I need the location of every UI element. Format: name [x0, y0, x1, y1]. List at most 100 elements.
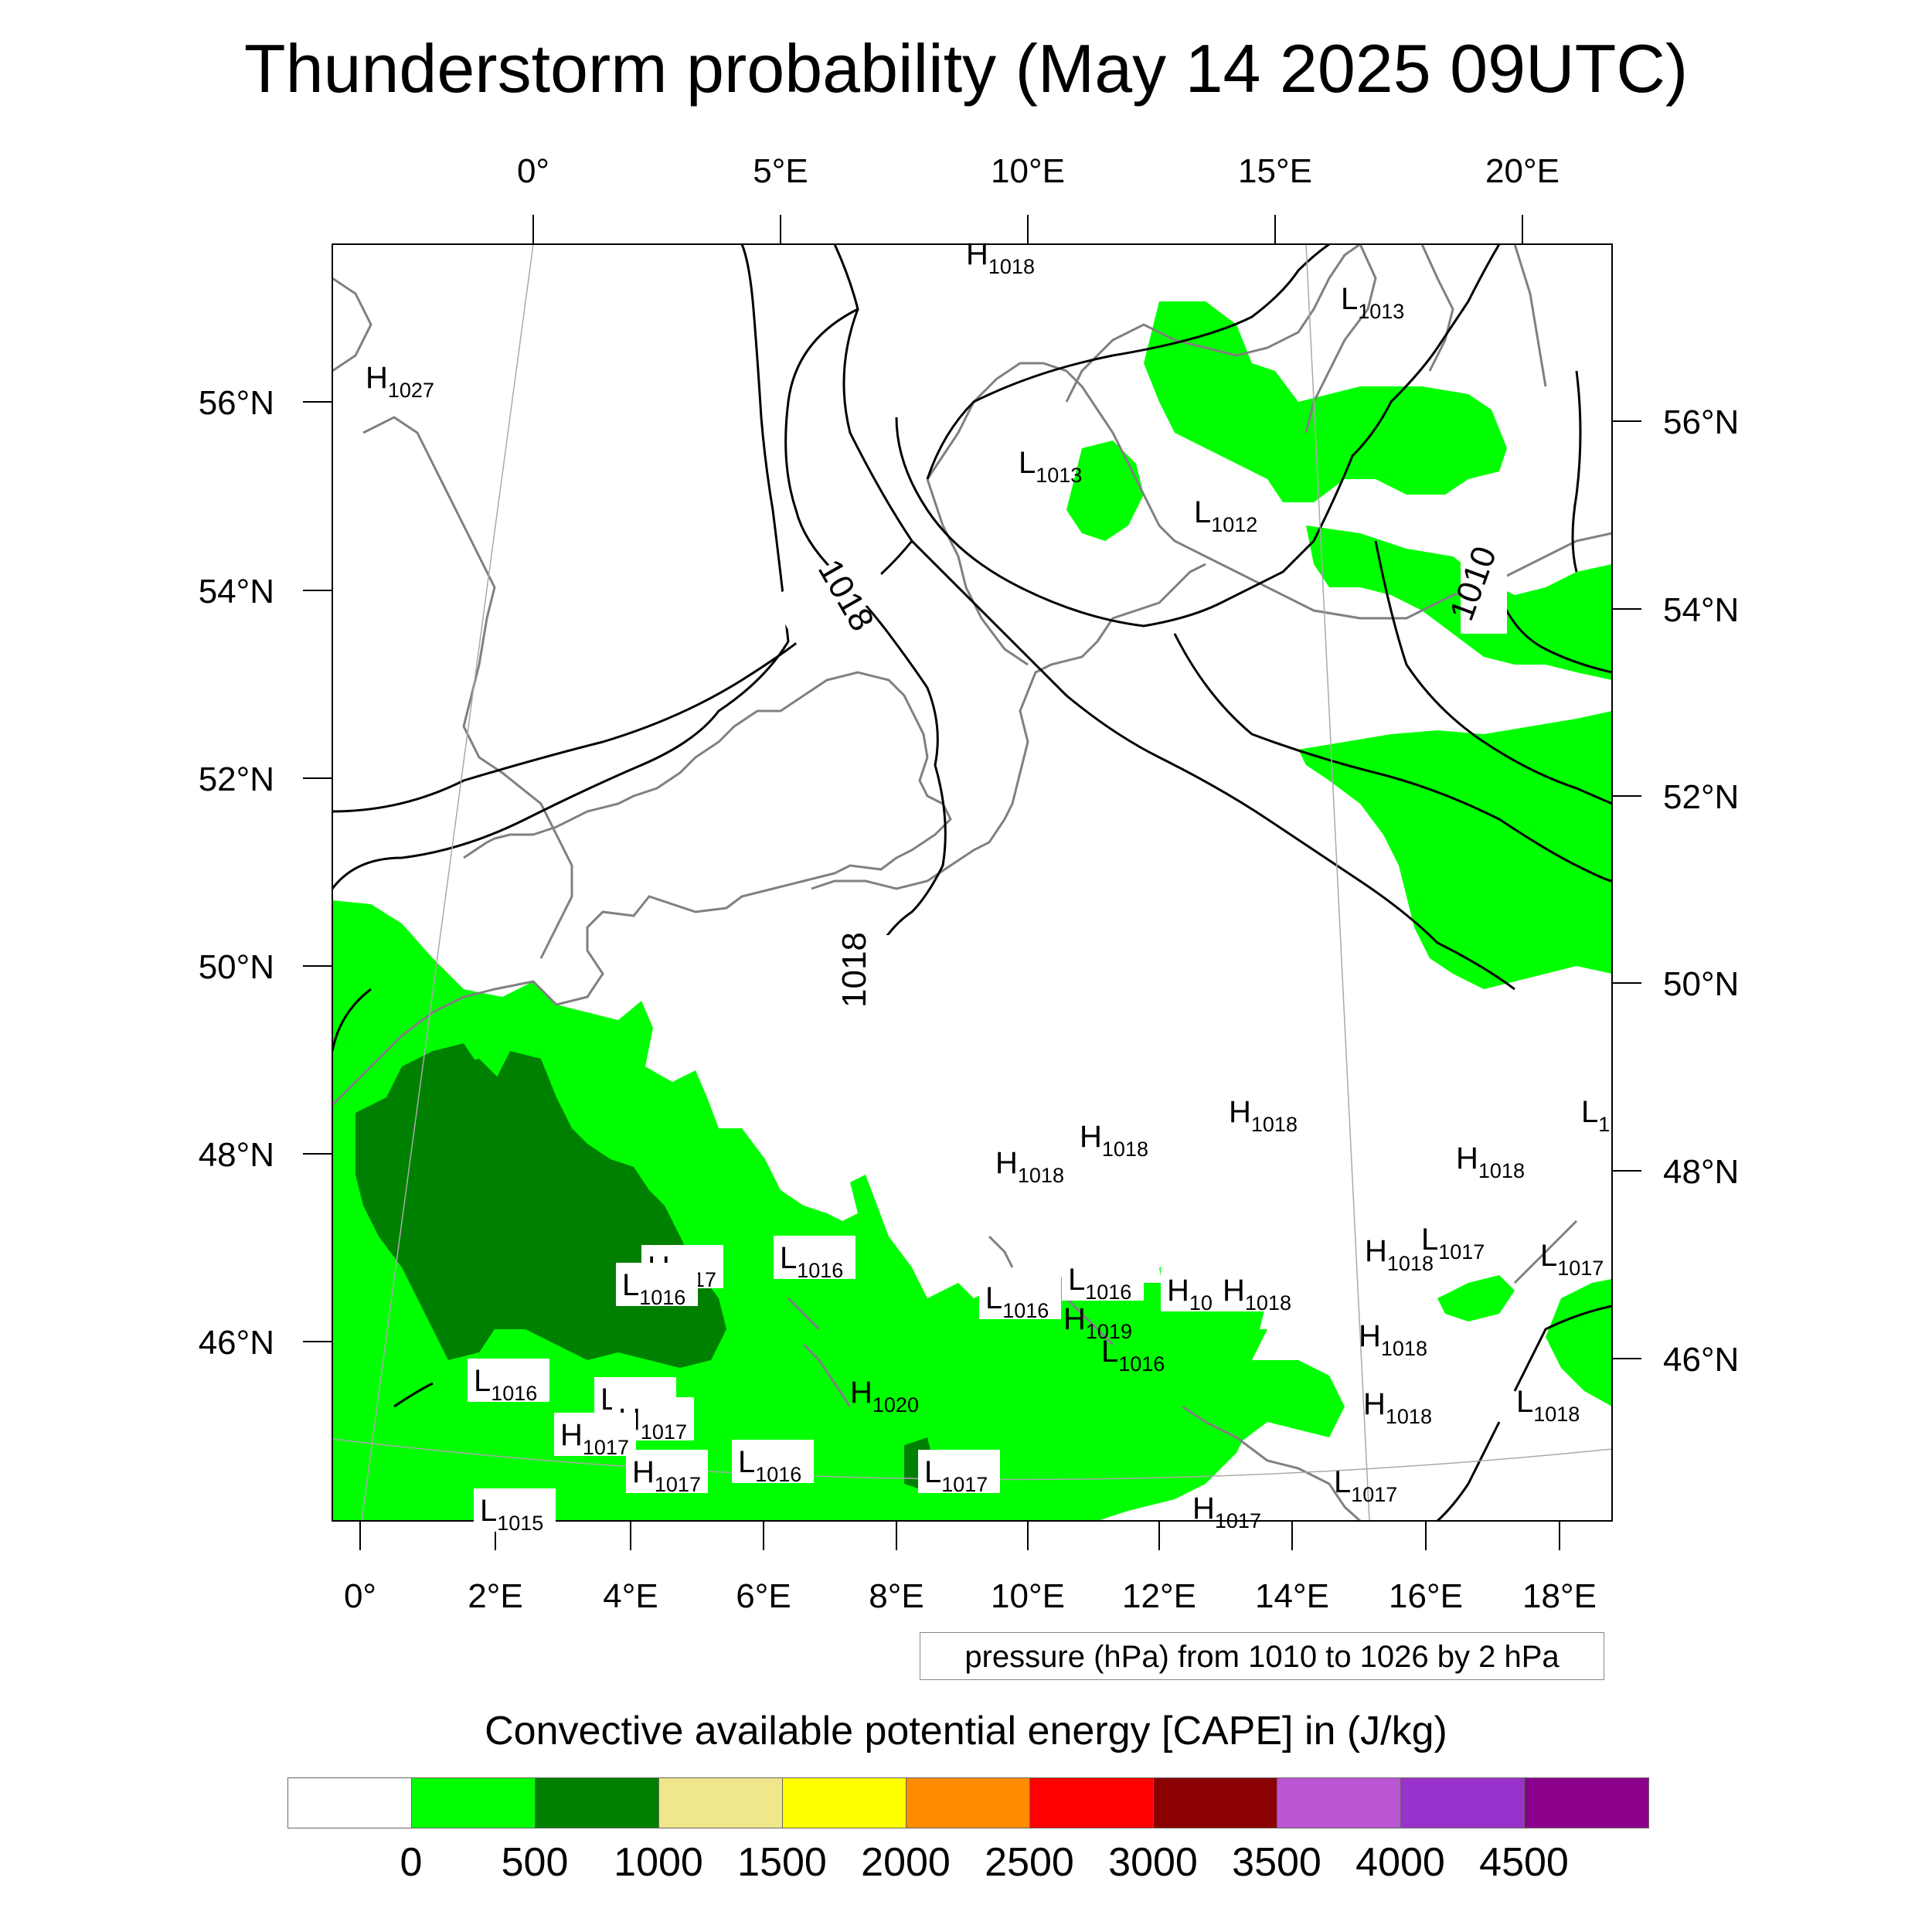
pressure-system-text: L1015 [480, 1494, 543, 1535]
label-background [468, 1359, 549, 1402]
bottom-lon-label: 18°E [1522, 1577, 1597, 1615]
isobar-labels: 1018 1018 1010 [770, 542, 1507, 1028]
colorbar-segment [1525, 1778, 1648, 1828]
left-lat-label: 56°N [199, 384, 274, 422]
low-pressure-label: L1016 [1101, 1335, 1165, 1376]
colorbar-title: Convective available potential energy [C… [485, 1709, 1447, 1753]
high-pressure-label: H1018 [966, 237, 1035, 278]
axis-ticks [303, 215, 1641, 1550]
cape-colorbar [287, 1777, 1649, 1828]
pressure-system-text: H1027 [366, 361, 434, 402]
pressure-system-text: H1018 [966, 237, 1035, 278]
pressure-system-text: H1017 [560, 1418, 629, 1459]
colorbar-tick-label: 1500 [737, 1840, 827, 1885]
pressure-system-text: L1016 [1068, 1263, 1131, 1304]
map-title: Thunderstorm probability (May 14 2025 09… [243, 30, 1689, 107]
pressure-system-text: H1018 [1365, 1234, 1434, 1275]
label-background [918, 1450, 1000, 1493]
low-pressure-label: L1016 [979, 1276, 1061, 1322]
pressure-system-text: L1016 [985, 1281, 1049, 1322]
right-lat-label: 46°N [1663, 1341, 1739, 1379]
colorbar-tick-label: 3500 [1232, 1840, 1321, 1885]
high-pressure-label: H1018 [1365, 1234, 1434, 1275]
left-lat-label: 46°N [199, 1324, 274, 1362]
label-background [626, 1450, 708, 1493]
pressure-system-text: H1017 [632, 1455, 701, 1496]
pressure-system-text: H1018 [1080, 1120, 1148, 1161]
label-background [616, 1263, 698, 1306]
pressure-system-text: L1017 [1334, 1465, 1397, 1506]
pressure-system-text: H1017 [1192, 1492, 1261, 1532]
high-pressure-label: H1018 [1080, 1120, 1148, 1161]
low-pressure-label: L1017 [918, 1450, 1000, 1496]
bottom-lon-label: 0° [344, 1577, 376, 1615]
high-pressure-label: H1019 [1063, 1302, 1132, 1343]
pressure-system-text: L1018 [1516, 1385, 1580, 1426]
label-background [979, 1276, 1061, 1319]
colorbar-segment [1030, 1778, 1154, 1828]
pressure-system-text: L1017 [1540, 1239, 1604, 1280]
right-lat-label: 56°N [1663, 403, 1739, 441]
colorbar-tick-label: 3000 [1108, 1840, 1198, 1885]
high-pressure-label: H1017 [626, 1450, 708, 1496]
high-pressure-label: H1018 [1216, 1268, 1298, 1315]
pressure-system-text: L1016 [780, 1241, 843, 1282]
right-lat-label: 48°N [1663, 1153, 1739, 1191]
right-lat-label: 52°N [1663, 778, 1739, 816]
low-pressure-label: L1 [1581, 1095, 1610, 1136]
cape-light-green-areas [332, 301, 1612, 1521]
bottom-lon-label: 10°E [991, 1577, 1065, 1615]
label-background [1216, 1268, 1298, 1311]
high-pressure-label: H1018 [1456, 1141, 1525, 1182]
label-background [554, 1413, 636, 1456]
colorbar-segment [288, 1778, 412, 1828]
top-lon-label: 5°E [753, 152, 808, 190]
right-lat-label: 54°N [1663, 591, 1739, 629]
top-lon-label: 0° [517, 152, 549, 190]
colorbar-segment [1277, 1778, 1401, 1828]
label-background [474, 1488, 556, 1532]
label-background [1062, 1257, 1144, 1301]
colorbar-segment [906, 1778, 1030, 1828]
colorbar-tick-label: 4500 [1479, 1840, 1569, 1885]
colorbar-tick-label: 500 [501, 1840, 569, 1885]
high-pressure-label: H1027 [366, 361, 434, 402]
isobar-lines [332, 244, 1612, 1521]
low-pressure-label: L1016 [1062, 1257, 1144, 1304]
top-lon-label: 20°E [1485, 152, 1560, 190]
colorbar-tick-label: 0 [400, 1840, 423, 1885]
pressure-system-text: H1018 [1223, 1274, 1291, 1315]
pressure-system-text: H1018 [1359, 1319, 1427, 1360]
left-lat-label: 50°N [199, 948, 274, 986]
pressure-info-box: pressure (hPa) from 1010 to 1026 by 2 hP… [920, 1632, 1604, 1680]
high-pressure-label: H1020 [850, 1376, 919, 1417]
low-pressure-label: L1013 [1341, 282, 1404, 323]
colorbar-tick-label: 1000 [614, 1840, 703, 1885]
colorbar-segment [412, 1778, 536, 1828]
colorbar-tick-labels: 0 500 1000 1500 2000 2500 3000 3500 4000 4500 [0, 1839, 1932, 1886]
pressure-system-text: L1016 [1101, 1335, 1165, 1376]
low-pressure-label: L1012 [1194, 495, 1257, 536]
low-pressure-label: L1017 [1421, 1223, 1485, 1264]
bottom-lon-label: 14°E [1255, 1577, 1329, 1615]
high-pressure-label: H1018 [1363, 1387, 1432, 1428]
colorbar-segment [659, 1778, 783, 1828]
low-pressure-label: L1017 [1334, 1465, 1397, 1506]
pressure-system-text: H1018 [1363, 1387, 1432, 1428]
bottom-lon-label: 12°E [1122, 1577, 1196, 1615]
bottom-lon-label: 4°E [603, 1577, 658, 1615]
high-pressure-label: H1017 [554, 1413, 636, 1459]
pressure-system-text: H1019 [1063, 1302, 1132, 1343]
bottom-lon-label: 16°E [1389, 1577, 1463, 1615]
pressure-system-text: L1013 [1341, 282, 1404, 323]
pressure-system-text: L1012 [1194, 495, 1257, 536]
pressure-system-text: H1020 [850, 1376, 919, 1417]
colorbar-segment [536, 1778, 659, 1828]
bottom-lon-label: 8°E [869, 1577, 923, 1615]
pressure-system-text: H10 [1167, 1274, 1213, 1315]
pressure-system-text: H1018 [1456, 1141, 1525, 1182]
colorbar-segment [1154, 1778, 1277, 1828]
colorbar-segment [783, 1778, 906, 1828]
label-background [774, 1236, 855, 1279]
